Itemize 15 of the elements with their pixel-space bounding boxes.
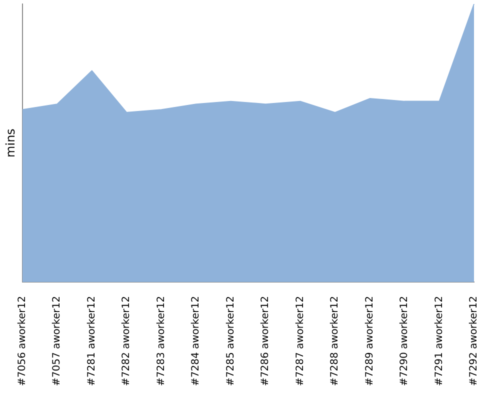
y-axis-title: mins: [3, 128, 18, 158]
x-tick-label: #7281 aworker12: [86, 296, 98, 386]
x-tick-label: #7285 aworker12: [225, 296, 236, 386]
x-tick-label: #7283 aworker12: [156, 296, 167, 386]
x-tick-label: #7282 aworker12: [121, 296, 132, 386]
x-tick-label: #7286 aworker12: [260, 296, 272, 386]
x-tick-label: #7056 aworker12: [16, 296, 28, 386]
x-tick-label: #7288 aworker12: [330, 296, 341, 386]
x-tick-label: #7290 aworker12: [399, 296, 410, 386]
x-tick-label: #7291 aworker12: [434, 296, 445, 386]
x-tick-label: #7057 aworker12: [52, 296, 63, 386]
x-tick-label: #7292 aworker12: [468, 296, 480, 386]
x-tick-label: #7289 aworker12: [364, 296, 376, 386]
x-tick-label: #7287 aworker12: [294, 296, 306, 386]
x-tick-label: #7284 aworker12: [190, 296, 202, 386]
